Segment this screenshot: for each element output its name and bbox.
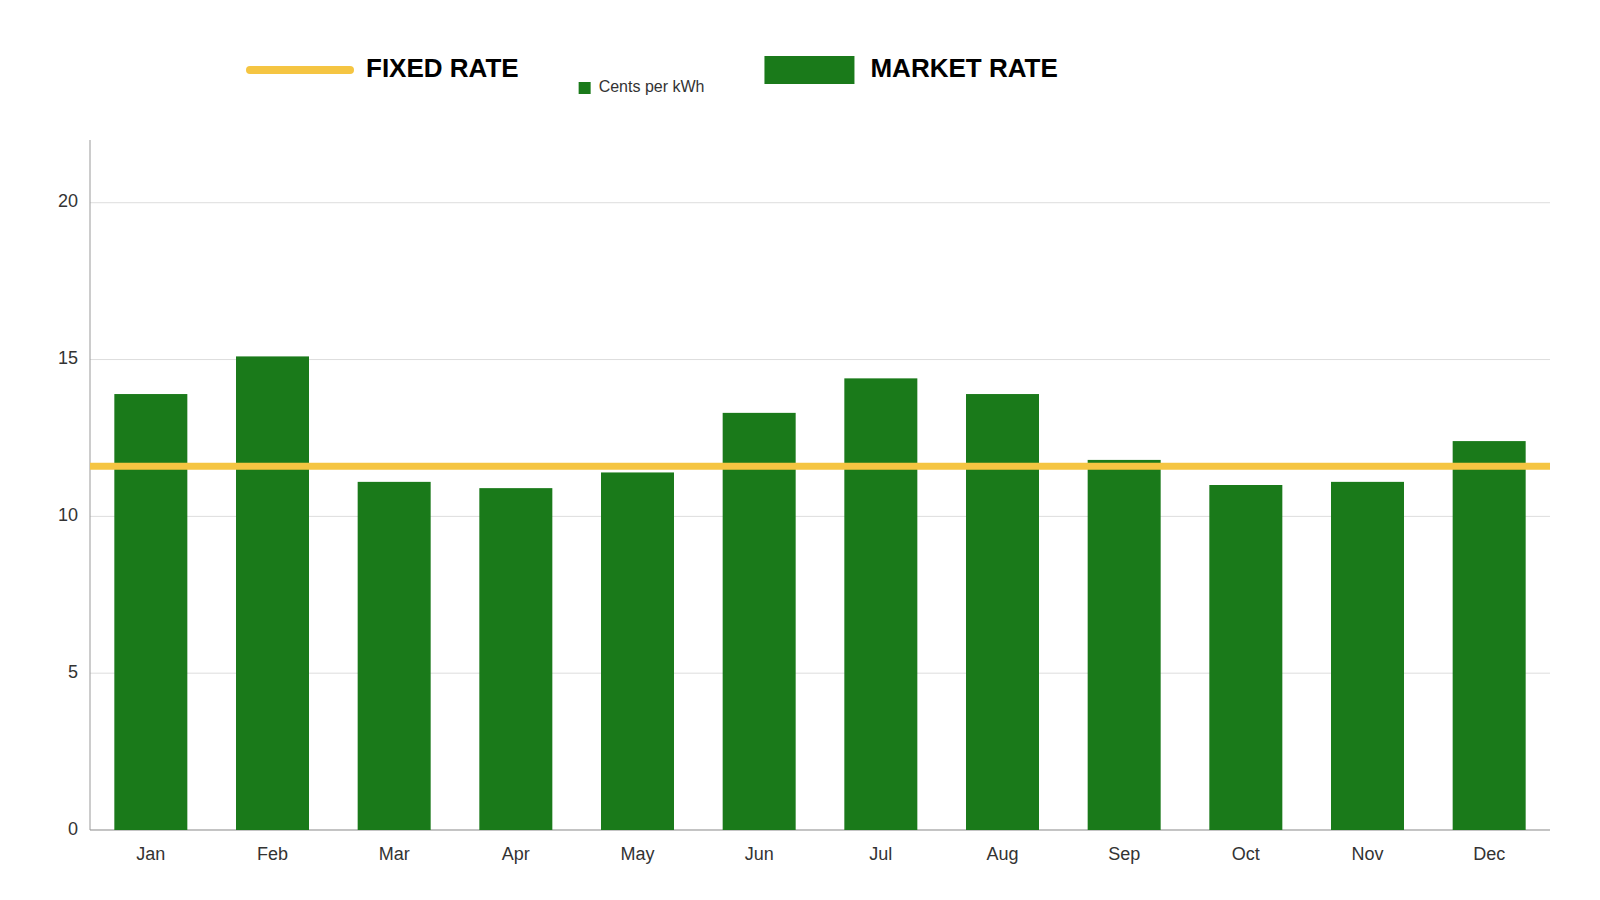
- y-tick-label: 15: [58, 348, 78, 368]
- x-tick-label: Sep: [1108, 844, 1140, 864]
- x-tick-label: Aug: [986, 844, 1018, 864]
- chart-svg: 0 5 10 15 20 Jan Feb Mar Apr May Jun Jul Aug Sep Oct No…: [0, 0, 1600, 900]
- bar: [479, 488, 552, 830]
- y-tick-label: 0: [68, 819, 78, 839]
- legend-label: MARKET RATE: [870, 53, 1057, 83]
- x-tick-label: May: [620, 844, 654, 864]
- bar: [1209, 485, 1282, 830]
- bar: [844, 378, 917, 830]
- x-tick-label: Jul: [869, 844, 892, 864]
- plot-area: [90, 356, 1550, 830]
- y-tick-label: 10: [58, 505, 78, 525]
- x-tick-label: Oct: [1232, 844, 1260, 864]
- legend-label: FIXED RATE: [366, 53, 519, 83]
- x-tick-label: Feb: [257, 844, 288, 864]
- reference-line: [90, 463, 1550, 470]
- grid-line: [90, 202, 1550, 203]
- x-tick-label: Mar: [379, 844, 410, 864]
- subtitle-marker: [579, 82, 591, 94]
- bar: [358, 482, 431, 830]
- x-tick-label: Nov: [1351, 844, 1383, 864]
- x-tick-label: Jan: [136, 844, 165, 864]
- bar: [114, 394, 187, 830]
- x-tick-label: Jun: [745, 844, 774, 864]
- bar: [1088, 460, 1161, 830]
- bar: [1453, 441, 1526, 830]
- subtitle: Cents per kWh: [599, 78, 705, 95]
- bar: [601, 472, 674, 830]
- grid: [90, 203, 1550, 830]
- y-tick-label: 5: [68, 662, 78, 682]
- y-axis-line: [90, 140, 91, 830]
- bar: [723, 413, 796, 830]
- legend-swatch: [764, 56, 854, 84]
- legend: FIXED RATE Cents per kWh MARKET RATE: [250, 53, 1058, 95]
- chart-container: 0 5 10 15 20 Jan Feb Mar Apr May Jun Jul Aug Sep Oct No…: [0, 0, 1600, 900]
- bar: [236, 356, 309, 830]
- legend-swatch: [250, 66, 350, 74]
- bar: [966, 394, 1039, 830]
- x-tick-label: Dec: [1473, 844, 1505, 864]
- x-tick-label: Apr: [502, 844, 530, 864]
- bar: [1331, 482, 1404, 830]
- y-tick-label: 20: [58, 191, 78, 211]
